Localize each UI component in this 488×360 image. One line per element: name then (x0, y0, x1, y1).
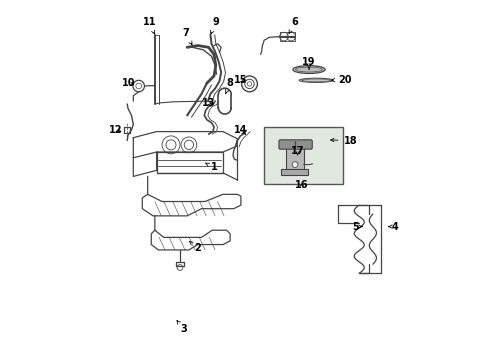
Text: 13: 13 (202, 98, 215, 108)
Text: 12: 12 (108, 125, 122, 135)
Text: 10: 10 (122, 78, 136, 88)
Text: 11: 11 (142, 17, 156, 34)
Text: 2: 2 (189, 241, 201, 253)
Ellipse shape (295, 67, 322, 72)
Text: 9: 9 (210, 17, 219, 34)
Text: 8: 8 (225, 78, 233, 94)
Text: 19: 19 (302, 57, 315, 69)
Text: 18: 18 (330, 136, 356, 145)
Ellipse shape (301, 79, 330, 82)
Text: 4: 4 (388, 222, 398, 231)
Text: 1: 1 (205, 162, 217, 172)
Text: 6: 6 (288, 17, 298, 33)
Text: 15: 15 (234, 75, 247, 85)
Text: 20: 20 (331, 75, 351, 85)
Text: 14: 14 (234, 125, 247, 135)
Text: 5: 5 (351, 222, 361, 231)
Ellipse shape (299, 78, 333, 82)
Text: 16: 16 (295, 180, 308, 190)
Circle shape (292, 162, 297, 167)
Ellipse shape (292, 66, 325, 73)
FancyBboxPatch shape (264, 127, 343, 184)
FancyBboxPatch shape (278, 140, 312, 149)
Text: 3: 3 (177, 320, 186, 334)
FancyBboxPatch shape (281, 168, 307, 175)
Text: 17: 17 (290, 146, 304, 156)
FancyBboxPatch shape (285, 147, 303, 172)
Text: 7: 7 (182, 28, 192, 45)
